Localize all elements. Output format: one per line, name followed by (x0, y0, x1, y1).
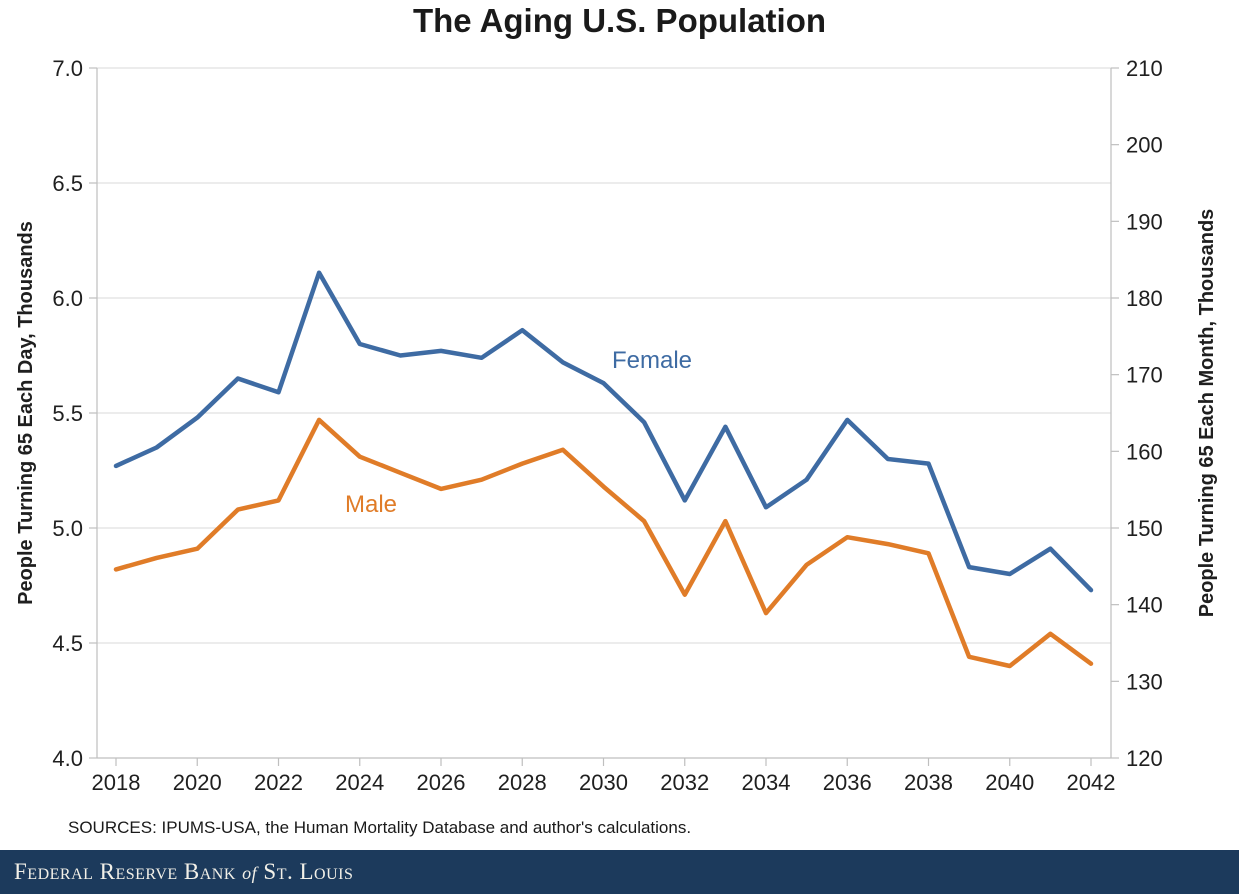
right-axis-tick-label: 150 (1126, 516, 1163, 541)
x-axis-tick-label: 2030 (579, 770, 628, 795)
right-axis-title: People Turning 65 Each Month, Thousands (1196, 209, 1218, 618)
male-series-line (113, 417, 1094, 669)
source-note: SOURCES: IPUMS-USA, the Human Mortality … (68, 818, 692, 837)
footer-bank-suffix: St. Louis (257, 859, 354, 884)
right-axis-tick-label: 120 (1126, 746, 1163, 771)
right-axis-tick-label: 210 (1126, 56, 1163, 81)
footer-of-word: of (242, 863, 258, 883)
x-axis-tick-label: 2024 (335, 770, 384, 795)
x-axis-ticks: 2018 2020 2022 2024 2026 2028 2030 2032 2034 2036… (92, 758, 1116, 795)
right-axis-tick-label: 170 (1126, 363, 1163, 388)
right-axis-tick-label: 140 (1126, 593, 1163, 618)
x-axis-tick-label: 2020 (173, 770, 222, 795)
left-axis-tick-label: 6.5 (52, 171, 83, 196)
aging-population-line-chart: 7.0 6.5 6.0 5.5 5.0 4.5 4.0 210 200 190 180 170 160 1… (15, 56, 1218, 795)
footer-bank-name: Federal Reserve Bank of St. Louis (0, 859, 353, 885)
male-series-label: Male (345, 491, 397, 518)
left-axis-tick-label: 6.0 (52, 286, 83, 311)
right-axis-tick-label: 180 (1126, 286, 1163, 311)
left-axis-ticks: 7.0 6.5 6.0 5.5 5.0 4.5 4.0 (52, 56, 97, 771)
left-axis-tick-label: 5.0 (52, 516, 83, 541)
right-axis-ticks: 210 200 190 180 170 160 150 140 130 120 (1111, 56, 1163, 771)
gridlines (97, 67, 1111, 644)
x-axis-tick-label: 2018 (92, 770, 141, 795)
x-axis-tick-label: 2022 (254, 770, 303, 795)
left-axis-tick-label: 4.0 (52, 746, 83, 771)
left-axis-tick-label: 5.5 (52, 401, 83, 426)
left-axis-tick-label: 7.0 (52, 56, 83, 81)
footer-bank-prefix: Federal Reserve Bank (14, 859, 243, 884)
female-series-line (113, 270, 1094, 593)
chart-title: The Aging U.S. Population (412, 2, 827, 39)
x-axis-tick-label: 2032 (660, 770, 709, 795)
x-axis-tick-label: 2038 (904, 770, 953, 795)
x-axis-tick-label: 2036 (823, 770, 872, 795)
x-axis-tick-label: 2042 (1067, 770, 1116, 795)
female-series-label: Female (612, 347, 692, 374)
left-axis-tick-label: 4.5 (52, 631, 83, 656)
x-axis-tick-label: 2040 (985, 770, 1034, 795)
right-axis-tick-label: 130 (1126, 669, 1163, 694)
left-axis-title: People Turning 65 Each Day, Thousands (15, 221, 37, 605)
x-axis-tick-label: 2034 (742, 770, 791, 795)
footer-banner: Federal Reserve Bank of St. Louis (0, 850, 1239, 894)
x-axis-tick-label: 2026 (417, 770, 466, 795)
x-axis-tick-label: 2028 (498, 770, 547, 795)
right-axis-tick-label: 160 (1126, 439, 1163, 464)
right-axis-tick-label: 200 (1126, 133, 1163, 158)
right-axis-tick-label: 190 (1126, 209, 1163, 234)
